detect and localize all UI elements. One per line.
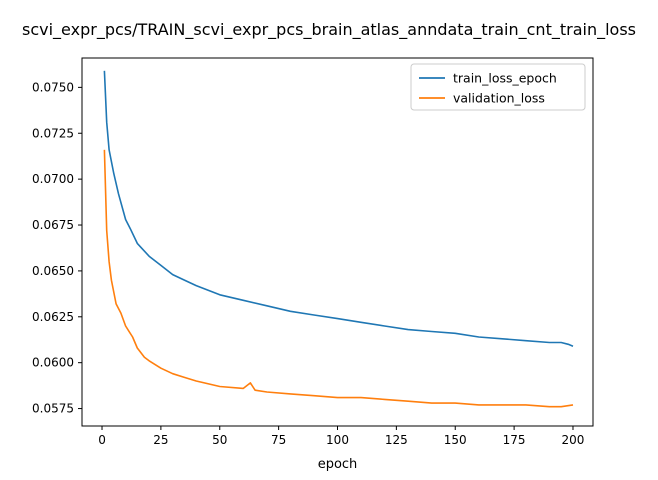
series-line-validation-loss xyxy=(103,149,574,408)
legend-label: train_loss_epoch xyxy=(453,71,557,86)
plot-frame xyxy=(81,57,594,427)
x-tick-label: 75 xyxy=(271,433,286,447)
y-tick-label: 0.0700 xyxy=(32,172,74,186)
y-tick-label: 0.0650 xyxy=(32,264,74,278)
x-tick-label: 125 xyxy=(385,433,408,447)
y-tick-label: 0.0625 xyxy=(32,310,74,324)
y-tick-label: 0.0725 xyxy=(32,126,74,140)
x-axis-ticks: 0 25 50 75 100 125 150 175 200 xyxy=(98,426,584,447)
x-tick-label: 25 xyxy=(153,433,168,447)
x-tick-label: 50 xyxy=(212,433,227,447)
x-tick-label: 175 xyxy=(503,433,526,447)
legend: train_loss_epoch validation_loss xyxy=(410,63,586,111)
y-tick-label: 0.0750 xyxy=(32,80,74,94)
x-tick-label: 200 xyxy=(562,433,585,447)
chart-title: scvi_expr_pcs/TRAIN_scvi_expr_pcs_brain_… xyxy=(22,20,636,39)
y-tick-label: 0.0675 xyxy=(32,218,74,232)
y-tick-label: 0.0600 xyxy=(32,356,74,370)
series-layer xyxy=(103,70,574,408)
legend-box xyxy=(410,63,586,111)
legend-label: validation_loss xyxy=(453,91,545,106)
x-axis-label: epoch xyxy=(318,457,358,472)
y-tick-label: 0.0575 xyxy=(32,402,74,416)
series-line-train-loss-epoch xyxy=(103,70,574,347)
y-axis-ticks: 0.0575 0.0600 0.0625 0.0650 0.0675 0.0700 0.07… xyxy=(32,80,82,416)
x-tick-label: 150 xyxy=(444,433,467,447)
x-tick-label: 100 xyxy=(326,433,349,447)
x-tick-label: 0 xyxy=(98,433,106,447)
